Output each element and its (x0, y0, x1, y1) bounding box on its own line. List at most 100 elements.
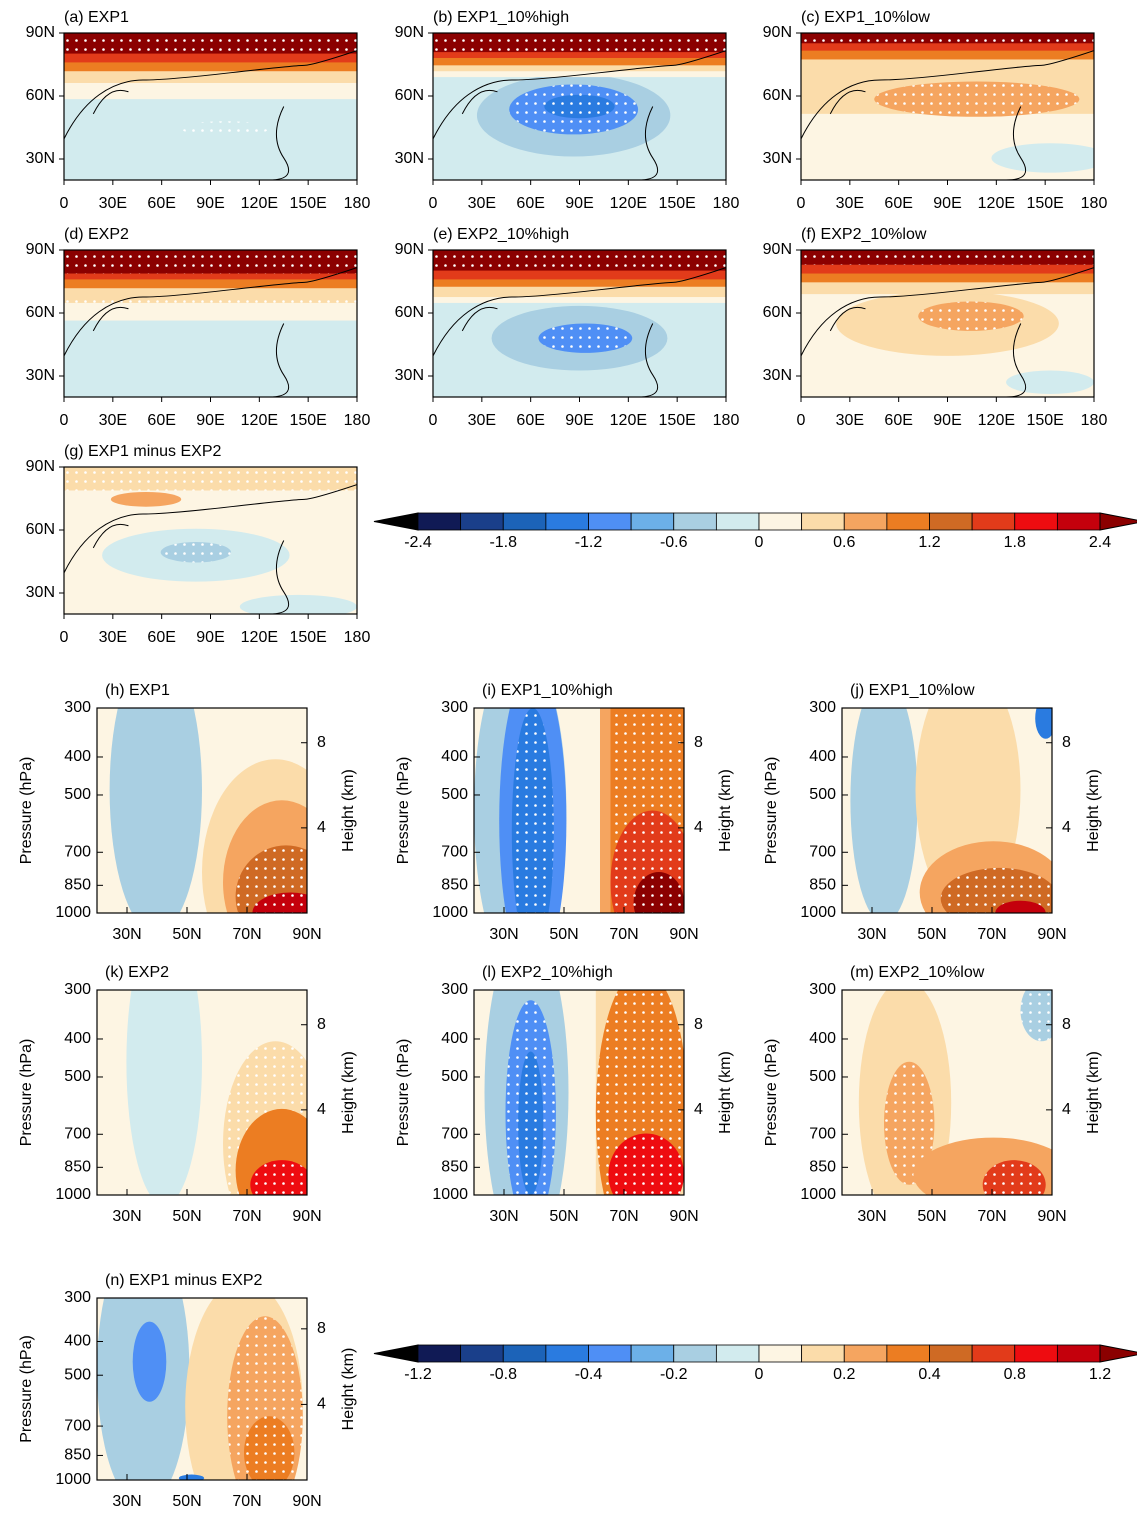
colorbar-box (673, 1344, 717, 1363)
x-tick-label: 180 (713, 195, 740, 212)
y-tick-label: 700 (64, 843, 91, 860)
y-tick-label: 400 (809, 1030, 836, 1047)
y-tick-label: 30N (763, 367, 792, 384)
stippling (884, 1061, 935, 1185)
y-tick-label: 30N (763, 150, 792, 167)
stippling (227, 1316, 303, 1480)
section-panel (842, 990, 1052, 1195)
x-tick-label: 60E (884, 412, 912, 429)
x-tick-label: 180 (1081, 412, 1108, 429)
y-tick-label: 500 (809, 786, 836, 803)
y-axis-label: Pressure (hPa) (763, 757, 780, 865)
contour-fill (850, 708, 918, 913)
colorbar-label: 1.2 (1089, 1366, 1111, 1383)
colorbar-box (1056, 1344, 1101, 1363)
stippling (250, 1160, 307, 1195)
y2-tick-label: 8 (317, 1016, 326, 1033)
y-tick-label: 60N (26, 304, 55, 321)
coastline (433, 50, 726, 180)
plot-frame (473, 989, 685, 1196)
stippling (633, 872, 684, 913)
contour-fill (239, 594, 357, 614)
y-tick-label: 60N (763, 304, 792, 321)
colorbar-box (588, 512, 632, 531)
stippling (252, 892, 307, 913)
map-panel (64, 33, 357, 180)
stippling (64, 467, 357, 491)
x-tick-label: 90N (292, 1493, 321, 1510)
x-tick-label: 60E (884, 195, 912, 212)
x-tick-label: 50N (549, 926, 578, 943)
stippling (160, 541, 232, 563)
y2-axis-label: Height (km) (717, 769, 734, 852)
colorbar-label: -0.8 (489, 1366, 517, 1383)
map-panel (433, 33, 726, 180)
plot-frame (96, 707, 308, 914)
contour-fill (991, 143, 1094, 173)
x-tick-label: 120E (610, 412, 647, 429)
x-tick-label: 30E (99, 195, 127, 212)
x-tick-label: 150E (658, 412, 695, 429)
y-tick-label: 400 (64, 1030, 91, 1047)
y-axis-label: Pressure (hPa) (18, 1039, 35, 1147)
x-tick-label: 180 (713, 412, 740, 429)
plot-frame (96, 1297, 308, 1481)
contour-fill (110, 491, 182, 507)
colorbar-box (843, 1344, 888, 1363)
plot-frame (96, 989, 308, 1196)
stippling (433, 250, 726, 271)
y2-axis-label: Height (km) (340, 1051, 357, 1134)
x-tick-label: 120E (978, 412, 1015, 429)
y-tick-label: 500 (441, 786, 468, 803)
x-tick-label: 60E (516, 412, 544, 429)
x-tick-label: 30E (836, 412, 864, 429)
colorbar-box (545, 512, 589, 531)
colorbar-label: 2.4 (1089, 534, 1111, 551)
colorbar-box (460, 1344, 504, 1363)
map-panel (64, 467, 357, 614)
x-tick-label: 30N (857, 1208, 886, 1225)
y-axis-label: Pressure (hPa) (763, 1039, 780, 1147)
y-tick-label: 300 (64, 1289, 91, 1306)
y-tick-label: 30N (26, 150, 55, 167)
colorbar-label: 1.8 (1004, 534, 1026, 551)
y2-tick-label: 8 (317, 1320, 326, 1337)
y-tick-label: 700 (64, 1125, 91, 1142)
y-tick-label: 400 (64, 748, 91, 765)
colorbar-box (929, 1344, 973, 1363)
stippling (1020, 990, 1052, 1042)
coastline (64, 267, 357, 397)
panel-title: (d) EXP2 (64, 226, 129, 243)
y-tick-label: 300 (441, 981, 468, 998)
colorbar-label: -2.4 (404, 534, 432, 551)
section-panel (474, 708, 684, 913)
x-tick-label: 30E (468, 412, 496, 429)
y-tick-label: 300 (64, 699, 91, 716)
stippling (918, 301, 1024, 331)
x-tick-label: 180 (344, 629, 371, 646)
y-tick-label: 60N (763, 87, 792, 104)
y2-axis-label: Height (km) (1085, 1051, 1102, 1134)
x-tick-label: 120E (978, 195, 1015, 212)
coastline (64, 484, 357, 614)
coastline (801, 267, 1094, 397)
x-tick-label: 60E (147, 195, 175, 212)
x-tick-label: 50N (917, 1208, 946, 1225)
x-tick-label: 180 (344, 195, 371, 212)
colorbar-triangle (1099, 512, 1137, 531)
x-tick-label: 90E (196, 412, 224, 429)
x-tick-label: 30N (112, 926, 141, 943)
x-tick-label: 30E (99, 412, 127, 429)
y-tick-label: 60N (395, 304, 424, 321)
colorbar-box (886, 512, 930, 531)
section-panel (842, 708, 1052, 913)
x-tick-label: 0 (60, 629, 69, 646)
stippling (940, 867, 1052, 913)
panel-title: (a) EXP1 (64, 9, 129, 26)
y-tick-label: 400 (64, 1333, 91, 1350)
colorbar-label: 0 (755, 1366, 764, 1383)
y2-tick-label: 8 (694, 1016, 703, 1033)
colorbar-box (886, 1344, 930, 1363)
y-tick-label: 400 (809, 748, 836, 765)
